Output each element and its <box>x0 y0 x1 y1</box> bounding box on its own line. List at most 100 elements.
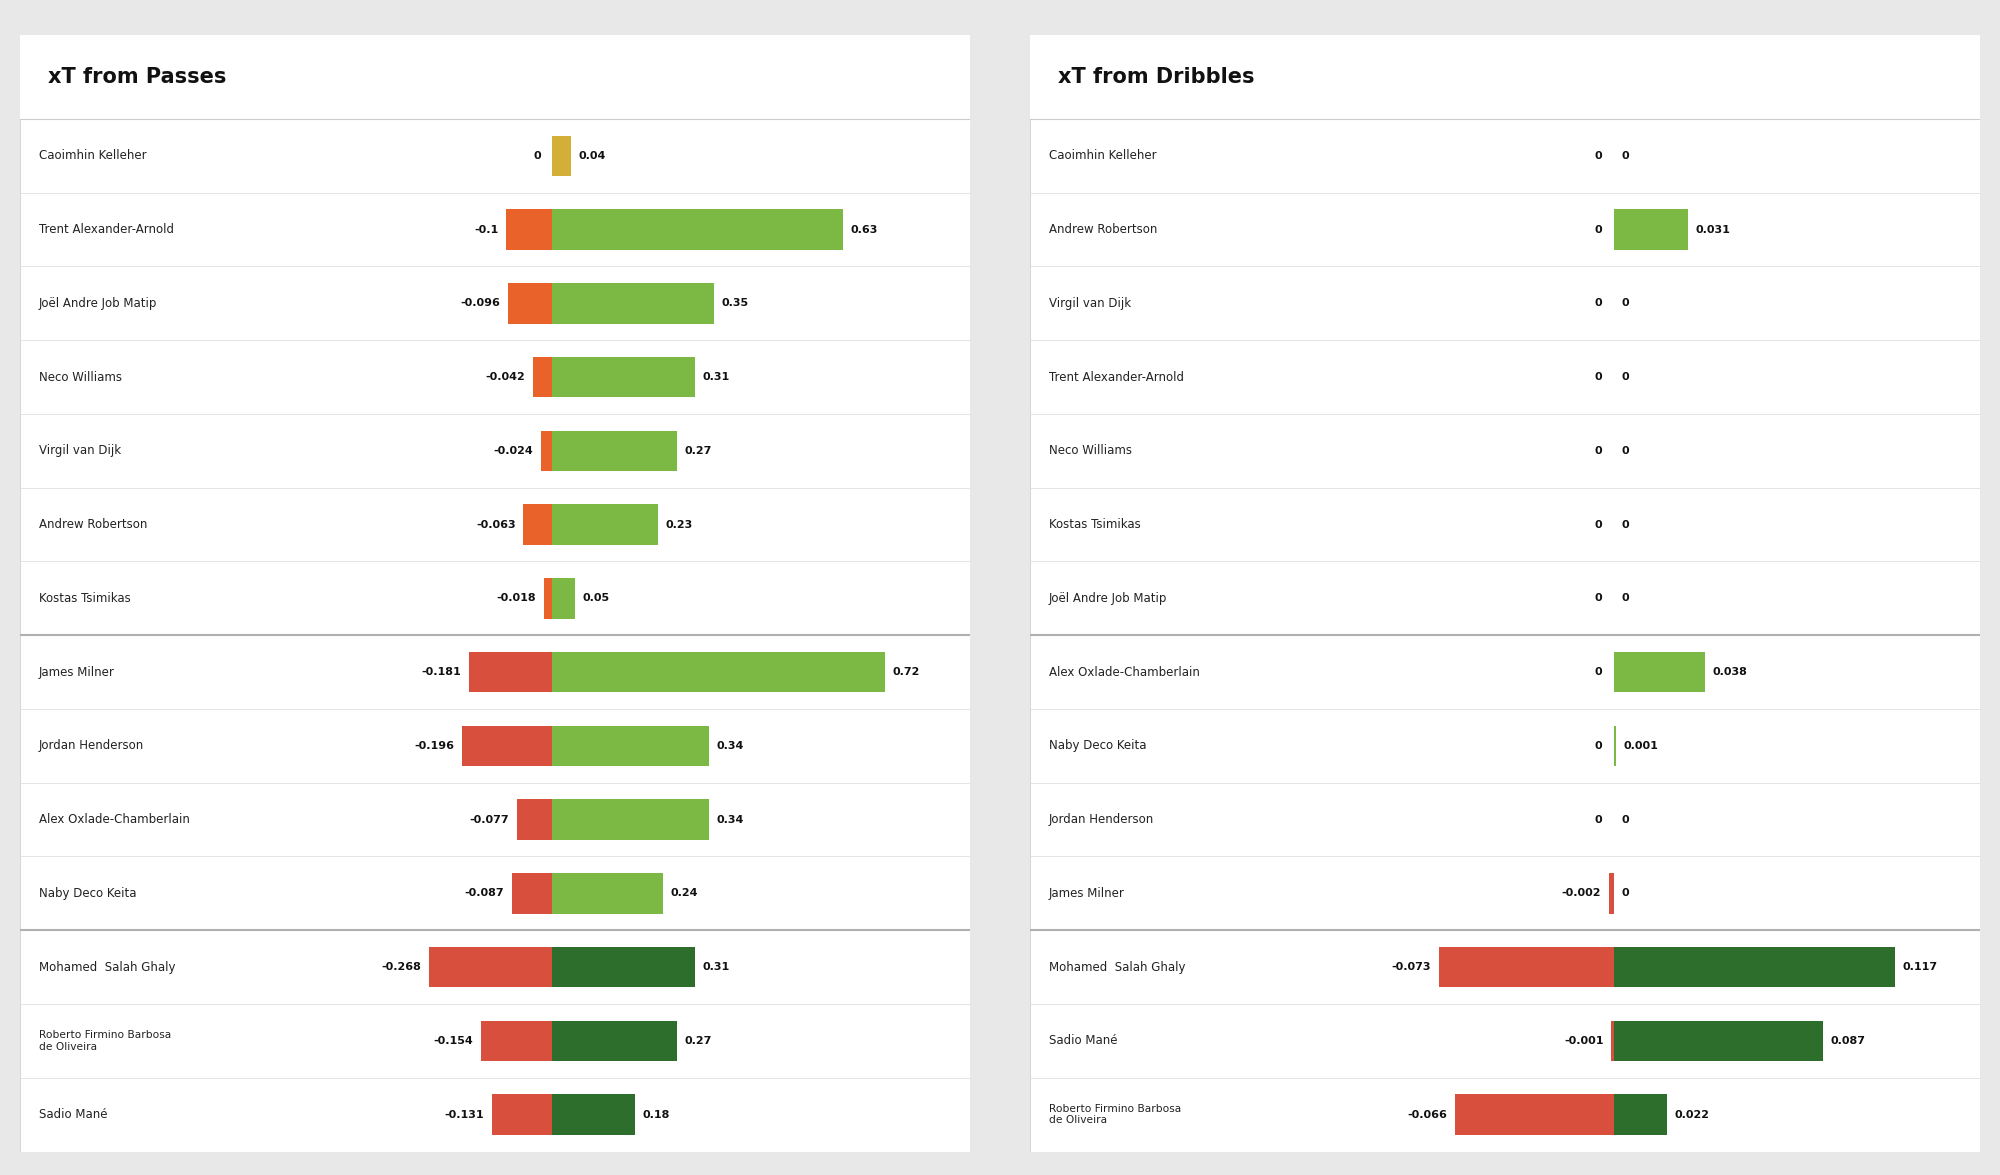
Bar <box>1612 1021 1614 1061</box>
Bar <box>552 799 710 840</box>
Bar <box>20 1003 970 1077</box>
Bar <box>552 1094 636 1135</box>
Text: -0.087: -0.087 <box>464 888 504 899</box>
Bar <box>506 209 552 250</box>
Bar <box>20 709 970 783</box>
Text: 0.24: 0.24 <box>670 888 698 899</box>
Text: Joël Andre Job Matip: Joël Andre Job Matip <box>40 297 158 310</box>
Bar <box>542 430 552 471</box>
Bar <box>1030 488 1980 562</box>
Text: 0.087: 0.087 <box>1830 1036 1866 1046</box>
Bar <box>20 636 970 709</box>
Bar <box>552 357 696 397</box>
Bar <box>512 873 552 914</box>
Text: -0.002: -0.002 <box>1562 888 1602 899</box>
Bar <box>482 1021 552 1061</box>
Bar <box>428 947 552 987</box>
Text: Mohamed  Salah Ghaly: Mohamed Salah Ghaly <box>40 961 176 974</box>
Bar <box>20 193 970 267</box>
Bar <box>1030 562 1980 636</box>
Bar <box>1030 193 1980 267</box>
Text: 0: 0 <box>1594 445 1602 456</box>
Bar <box>20 488 970 562</box>
Bar <box>544 578 552 619</box>
Text: Joël Andre Job Matip: Joël Andre Job Matip <box>1048 592 1168 605</box>
Text: 0.72: 0.72 <box>892 667 920 677</box>
Bar <box>462 726 552 766</box>
Text: 0: 0 <box>1622 888 1628 899</box>
Bar <box>1614 652 1704 692</box>
Text: 0.038: 0.038 <box>1712 667 1748 677</box>
Text: Sadio Mané: Sadio Mané <box>1048 1034 1118 1047</box>
Bar <box>1030 709 1980 783</box>
Bar <box>1030 341 1980 414</box>
Text: -0.024: -0.024 <box>494 445 534 456</box>
Text: 0: 0 <box>1594 593 1602 603</box>
Text: Roberto Firmino Barbosa
de Oliveira: Roberto Firmino Barbosa de Oliveira <box>40 1030 172 1052</box>
Bar <box>552 947 696 987</box>
Bar <box>1030 414 1980 488</box>
Text: Naby Deco Keita: Naby Deco Keita <box>1048 739 1146 752</box>
Text: Trent Alexander-Arnold: Trent Alexander-Arnold <box>40 223 174 236</box>
Text: 0: 0 <box>1622 519 1628 530</box>
Bar <box>20 119 970 193</box>
Text: 0.34: 0.34 <box>716 741 744 751</box>
Text: 0.35: 0.35 <box>722 298 748 308</box>
Text: 0.022: 0.022 <box>1674 1109 1710 1120</box>
Text: -0.096: -0.096 <box>460 298 500 308</box>
Bar <box>1614 726 1616 766</box>
Text: 0.117: 0.117 <box>1902 962 1938 972</box>
Text: 0: 0 <box>1594 372 1602 382</box>
Text: James Milner: James Milner <box>40 665 114 679</box>
Text: Alex Oxlade-Chamberlain: Alex Oxlade-Chamberlain <box>40 813 190 826</box>
Text: 0: 0 <box>1594 224 1602 235</box>
Text: Andrew Robertson: Andrew Robertson <box>1048 223 1158 236</box>
Text: 0: 0 <box>1622 814 1628 825</box>
Bar <box>524 504 552 545</box>
Text: Neco Williams: Neco Williams <box>40 370 122 383</box>
Text: Alex Oxlade-Chamberlain: Alex Oxlade-Chamberlain <box>1048 665 1200 679</box>
Text: 0.31: 0.31 <box>702 372 730 382</box>
Text: Kostas Tsimikas: Kostas Tsimikas <box>40 592 130 605</box>
Bar <box>20 267 970 341</box>
Text: Sadio Mané: Sadio Mané <box>40 1108 108 1121</box>
Bar <box>1030 1077 1980 1152</box>
Text: 0: 0 <box>1594 519 1602 530</box>
Text: 0.23: 0.23 <box>666 519 694 530</box>
Bar <box>1614 1021 1822 1061</box>
Text: -0.063: -0.063 <box>476 519 516 530</box>
Bar <box>552 873 662 914</box>
Bar <box>516 799 552 840</box>
Bar <box>1030 931 1980 1003</box>
Bar <box>1030 636 1980 709</box>
Text: 0: 0 <box>1622 298 1628 308</box>
Bar <box>1438 947 1614 987</box>
Text: -0.077: -0.077 <box>470 814 510 825</box>
Text: -0.066: -0.066 <box>1408 1109 1448 1120</box>
Text: 0.27: 0.27 <box>684 1036 712 1046</box>
Bar <box>20 857 970 931</box>
Bar <box>1614 947 1894 987</box>
Bar <box>1030 119 1980 193</box>
Text: Trent Alexander-Arnold: Trent Alexander-Arnold <box>1048 370 1184 383</box>
Bar <box>552 135 570 176</box>
Text: 0.31: 0.31 <box>702 962 730 972</box>
Text: Virgil van Dijk: Virgil van Dijk <box>1048 297 1132 310</box>
Text: -0.073: -0.073 <box>1392 962 1430 972</box>
Text: Roberto Firmino Barbosa
de Oliveira: Roberto Firmino Barbosa de Oliveira <box>1048 1103 1182 1126</box>
Bar <box>20 341 970 414</box>
Text: 0.031: 0.031 <box>1696 224 1730 235</box>
Text: -0.196: -0.196 <box>414 741 454 751</box>
Bar <box>492 1094 552 1135</box>
Bar <box>1614 209 1688 250</box>
Text: 0: 0 <box>1622 445 1628 456</box>
Text: -0.154: -0.154 <box>434 1036 474 1046</box>
Bar <box>552 578 576 619</box>
Bar <box>1030 35 1980 119</box>
Bar <box>508 283 552 323</box>
Bar <box>20 783 970 857</box>
Bar <box>1456 1094 1614 1135</box>
Bar <box>552 1021 676 1061</box>
Text: -0.018: -0.018 <box>496 593 536 603</box>
Text: xT from Passes: xT from Passes <box>48 67 226 87</box>
